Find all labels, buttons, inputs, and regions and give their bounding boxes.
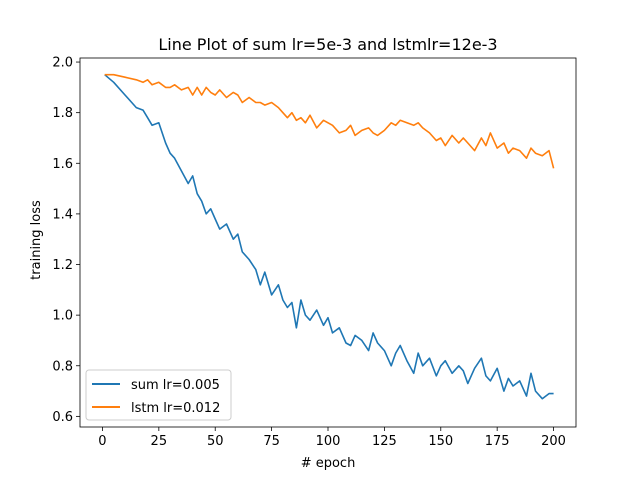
x-tick-label: 125 [372, 434, 397, 449]
series-line-1 [104, 73, 555, 169]
y-tick-label: 1.4 [52, 207, 73, 222]
y-axis-title: training loss [29, 200, 44, 280]
x-tick-label: 0 [98, 434, 106, 449]
legend-box [85, 369, 232, 421]
y-tick-label: 0.8 [52, 359, 73, 374]
y-tick-label: 1.6 [52, 157, 73, 172]
x-tick-label: 175 [485, 434, 510, 449]
legend-label-lstm: lstm lr=0.012 [131, 401, 220, 416]
y-tick-label: 2.0 [52, 56, 73, 71]
x-tick-label: 200 [541, 434, 566, 449]
x-tick-label: 50 [207, 434, 224, 449]
series-line-0 [104, 74, 554, 400]
x-axis-title: # epoch [301, 456, 356, 471]
x-tick-label: 75 [263, 434, 280, 449]
x-tick-label: 25 [151, 434, 168, 449]
legend-label-sum: sum lr=0.005 [131, 378, 220, 393]
plot-area: 0 25 50 75 100 125 150 175 200 0.6 0.8 1.0 1.2 1.4 1.6… [52, 56, 577, 449]
y-tick-label: 1.8 [52, 106, 73, 121]
x-tick-label: 100 [316, 434, 341, 449]
y-tick-label: 1.0 [52, 309, 73, 324]
y-tick-label: 0.6 [52, 410, 73, 425]
chart-title: Line Plot of sum lr=5e-3 and lstmlr=12e-… [158, 35, 497, 54]
legend: sum lr=0.005 lstm lr=0.012 [85, 369, 232, 421]
y-tick-label: 1.2 [52, 258, 73, 273]
x-tick-label: 150 [428, 434, 453, 449]
